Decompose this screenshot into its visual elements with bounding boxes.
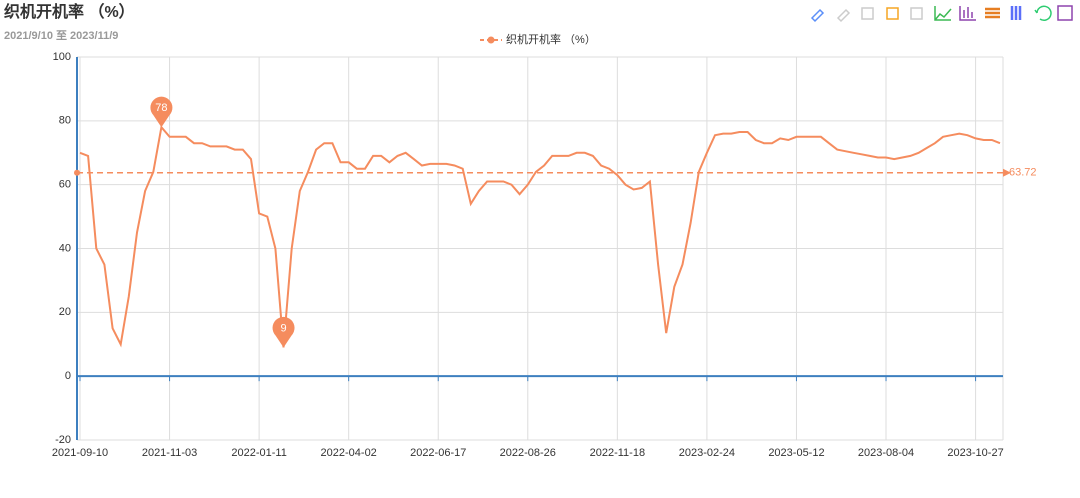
- mark-point-label: 78: [155, 102, 167, 114]
- mark-line-arrow: [1003, 168, 1011, 177]
- tool-icon[interactable]: [836, 8, 851, 23]
- legend-marker: [487, 36, 495, 44]
- tool-icon[interactable]: [886, 7, 899, 20]
- tool-icon[interactable]: [861, 7, 874, 20]
- tool-icon[interactable]: [934, 6, 952, 21]
- mark-point-label: 9: [280, 322, 286, 334]
- mark-line-label: 63.72: [1009, 167, 1037, 179]
- mark-line-start: [74, 169, 80, 176]
- y-tick-label: -20: [55, 434, 71, 446]
- tool-icon[interactable]: [985, 7, 1000, 19]
- tool-icon[interactable]: [910, 7, 923, 20]
- tool-icon[interactable]: [1034, 5, 1052, 21]
- y-tick-label: 40: [59, 242, 71, 254]
- tool-icon[interactable]: [1010, 6, 1022, 20]
- x-tick-label: 2022-04-02: [321, 447, 377, 459]
- series-line: [79, 124, 1001, 348]
- y-tick-label: 100: [53, 51, 71, 63]
- chart-subtitle: 2021/9/10 至 2023/11/9: [4, 29, 118, 42]
- x-tick-label: 2023-08-04: [858, 447, 914, 459]
- mark-point: [150, 96, 173, 128]
- legend-label: 织机开机率 （%）: [506, 32, 596, 46]
- tool-icon[interactable]: [810, 8, 825, 23]
- tool-icon[interactable]: [1057, 5, 1073, 21]
- y-tick-label: 20: [59, 306, 71, 318]
- tool-icon[interactable]: [959, 6, 976, 21]
- x-tick-label: 2022-11-18: [590, 447, 645, 459]
- y-tick-label: 80: [59, 115, 71, 127]
- x-tick-label: 2023-02-24: [679, 447, 735, 459]
- y-tick-label: 60: [59, 179, 71, 191]
- toolbox[interactable]: [810, 5, 1073, 23]
- x-tick-label: 2021-11-03: [142, 447, 197, 459]
- x-tick-label: 2023-05-12: [768, 447, 824, 459]
- x-tick-label: 2021-09-10: [52, 447, 108, 459]
- x-tick-label: 2023-10-27: [947, 447, 1003, 459]
- x-tick-label: 2022-01-11: [231, 447, 286, 459]
- x-tick-label: 2022-08-26: [500, 447, 556, 459]
- y-tick-label: 0: [65, 370, 71, 382]
- chart-title: 织机开机率 （%）: [4, 2, 135, 21]
- mark-point: [272, 316, 295, 348]
- x-tick-label: 2022-06-17: [410, 447, 466, 459]
